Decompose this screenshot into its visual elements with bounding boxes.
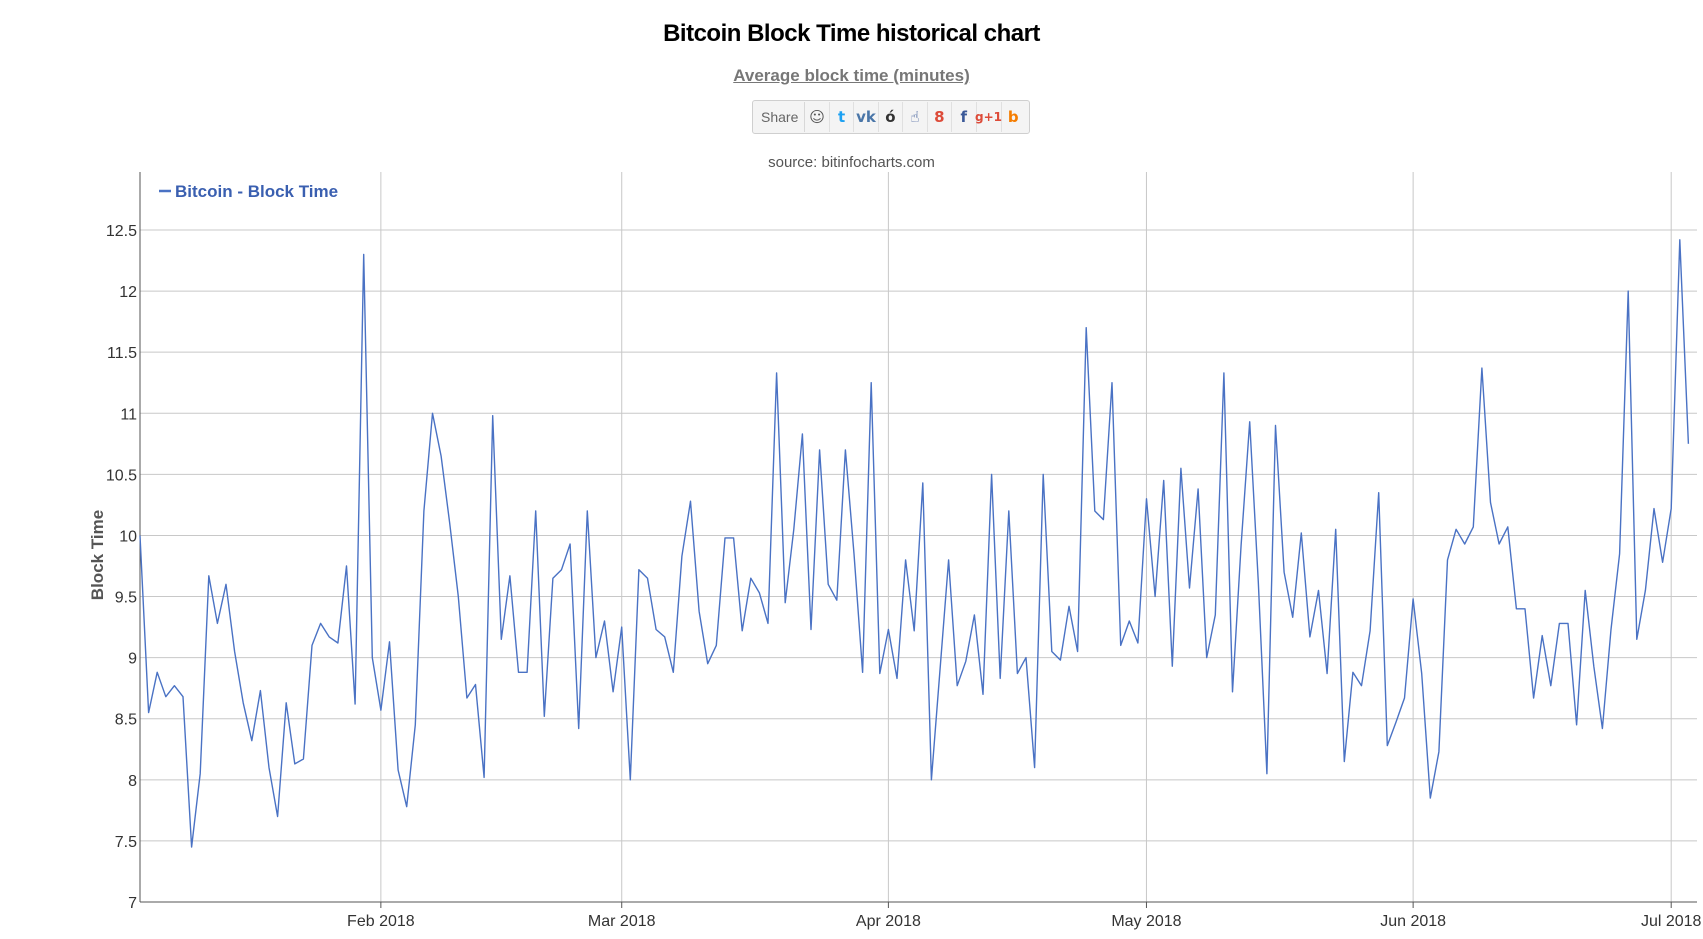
like-icon[interactable]: ☝ bbox=[903, 102, 928, 132]
legend-label: Bitcoin - Block Time bbox=[175, 182, 338, 201]
google-plus-one-icon[interactable]: g+1 bbox=[975, 102, 1002, 132]
weibo-icon[interactable]: ó bbox=[879, 102, 904, 132]
reddit-icon[interactable]: ☺ bbox=[805, 102, 830, 132]
x-tick-label: Apr 2018 bbox=[856, 913, 921, 930]
share-bar: Share ☺ t vk ó ☝ 8 f g+1 b bbox=[752, 100, 1030, 134]
x-tick-label: May 2018 bbox=[1111, 913, 1181, 930]
y-tick-label: 8.5 bbox=[115, 712, 137, 729]
chart-title: Bitcoin Block Time historical chart bbox=[663, 20, 1040, 47]
google-plus-icon[interactable]: 8 bbox=[928, 102, 953, 132]
x-tick-label: Jul 2018 bbox=[1641, 913, 1702, 930]
vk-icon[interactable]: vk bbox=[854, 102, 879, 132]
y-tick-label: 10.5 bbox=[106, 467, 137, 484]
grid-lines bbox=[140, 172, 1697, 903]
y-tick-label: 11.5 bbox=[107, 345, 137, 362]
axes bbox=[139, 172, 1697, 908]
y-tick-label: 9 bbox=[128, 651, 137, 668]
x-axis-ticks: Feb 2018 Mar 2018 Apr 2018 May 2018 Jun 2018… bbox=[347, 913, 1701, 930]
y-tick-label: 7.5 bbox=[115, 834, 137, 851]
source-label: source: bitinfocharts.com bbox=[768, 154, 935, 171]
facebook-icon[interactable]: f bbox=[952, 102, 977, 132]
y-tick-label: 12.5 bbox=[106, 223, 137, 240]
y-tick-label: 11 bbox=[120, 406, 137, 423]
y-axis-ticks: 7 7.5 8 8.5 9 9.5 10 10.5 11 11.5 12 12.5 bbox=[106, 223, 137, 912]
x-tick-label: Mar 2018 bbox=[588, 913, 656, 930]
x-tick-label: Feb 2018 bbox=[347, 913, 415, 930]
y-tick-label: 8 bbox=[128, 773, 137, 790]
y-tick-label: 12 bbox=[119, 284, 137, 301]
chart-subtitle[interactable]: Average block time (minutes) bbox=[733, 66, 970, 85]
y-tick-label: 10 bbox=[119, 528, 137, 545]
y-tick-label: 7 bbox=[128, 895, 137, 912]
y-tick-label: 9.5 bbox=[115, 590, 137, 607]
share-label: Share bbox=[757, 102, 806, 132]
x-tick-label: Jun 2018 bbox=[1380, 913, 1446, 930]
series-line[interactable] bbox=[139, 239, 1690, 848]
blogger-icon[interactable]: b bbox=[1007, 108, 1019, 126]
series-layer bbox=[139, 239, 1690, 848]
legend[interactable]: Bitcoin - Block Time bbox=[159, 182, 338, 201]
y-axis-label: Block Time bbox=[88, 510, 107, 600]
twitter-icon[interactable]: t bbox=[830, 102, 855, 132]
